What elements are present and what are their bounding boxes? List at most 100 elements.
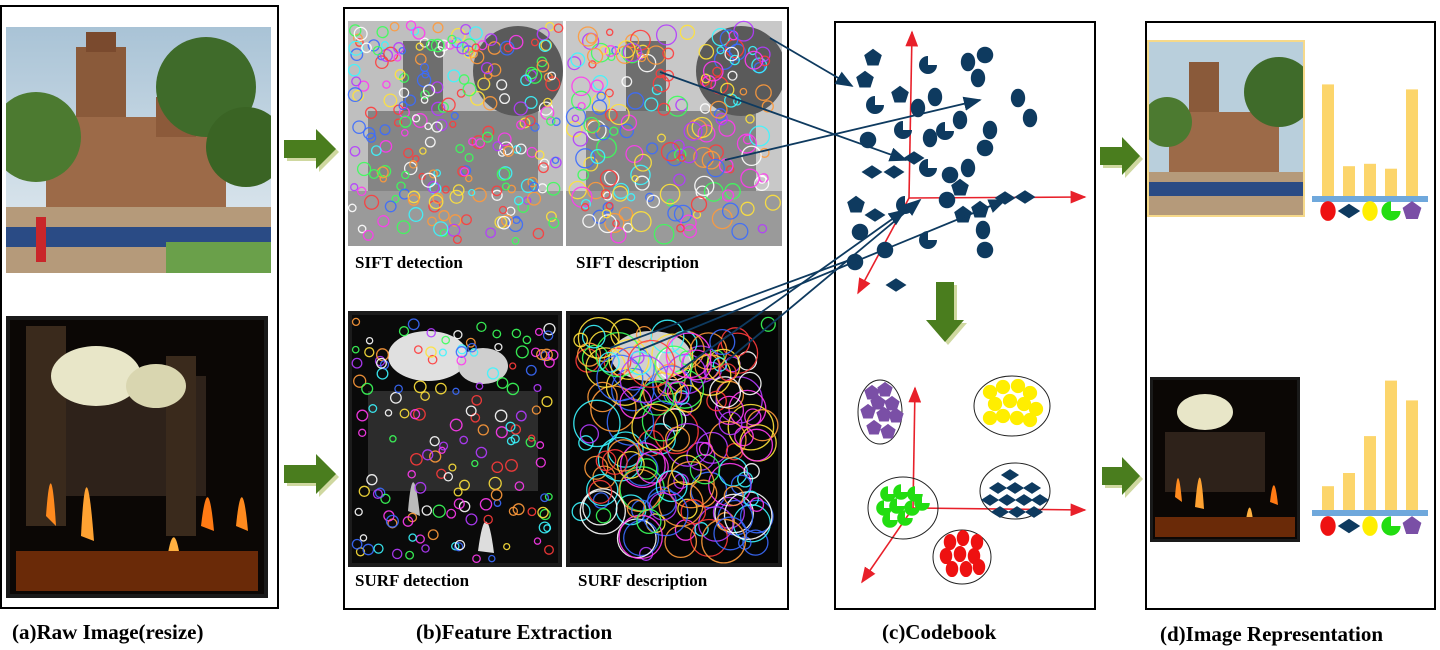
keypoint-circle [513, 195, 524, 206]
keypoint-circle [718, 119, 736, 137]
keypoint-circle [584, 455, 609, 480]
keypoint-circle [761, 100, 774, 113]
keypoint-circle [667, 205, 684, 222]
keypoint-circle [379, 140, 393, 153]
keypoint-circle [579, 424, 600, 444]
keypoint-circle [757, 223, 768, 234]
keypoint-circle [709, 328, 736, 356]
keypoint-circle [646, 142, 659, 155]
diamond-icon [980, 494, 1000, 506]
cluster-members [860, 378, 1050, 578]
keypoint-circle [644, 97, 659, 112]
keypoint-circle [480, 61, 494, 75]
keypoint-circle [604, 45, 617, 57]
keypoint-circle [525, 364, 537, 376]
keypoint-circle [611, 46, 621, 56]
pacman-icon [893, 484, 909, 500]
keypoint-circle [623, 222, 633, 233]
diamond-icon [1005, 482, 1025, 494]
keypoint-circle [485, 227, 496, 239]
keypoint-circle [585, 32, 597, 44]
keypoint-circle [571, 76, 591, 97]
keypoint-circle [544, 492, 553, 501]
keypoint-circle [379, 360, 390, 370]
keypoint-circle [672, 139, 685, 152]
keypoint-circle [366, 132, 377, 143]
keypoint-circle [551, 156, 560, 165]
keypoint-circle [724, 46, 739, 62]
oval-icon [927, 87, 943, 107]
pacman-icon [904, 500, 920, 516]
oval-icon [1022, 108, 1038, 128]
green-arrow-icon [1100, 137, 1143, 178]
keypoint-circle [354, 507, 363, 517]
keypoint-circle [582, 214, 597, 228]
keypoint-circle [453, 487, 463, 497]
keypoint-circle [353, 374, 367, 388]
pentagon-icon [1402, 516, 1422, 534]
keypoint-circle [510, 424, 522, 435]
keypoint-circle [617, 40, 636, 59]
keypoint-circle [415, 42, 424, 51]
keypoint-circle [746, 409, 779, 442]
keypoint-circle [680, 214, 697, 232]
caption-feature-extraction: (b)Feature Extraction [416, 620, 613, 644]
keypoint-circle [760, 316, 776, 332]
keypoint-circle [448, 463, 457, 472]
keypoint-circle [619, 123, 635, 139]
keypoint-circle [393, 118, 403, 127]
keypoint-circle [465, 174, 473, 183]
circle-icon [1022, 385, 1038, 401]
keypoint-circle [631, 403, 679, 451]
keypoint-circle [700, 73, 711, 84]
keypoint-circle [542, 330, 554, 341]
circle-icon [1016, 396, 1032, 412]
diamond-icon [885, 278, 907, 292]
keypoint-circle [618, 468, 662, 513]
keypoint-circle [583, 116, 600, 134]
keypoint-circle [648, 492, 677, 521]
keypoint-circle [674, 519, 697, 541]
keypoint-circle [461, 214, 472, 226]
keypoint-circle [698, 442, 713, 457]
keypoint-circle [508, 216, 524, 233]
histogram-bar [1322, 486, 1334, 510]
keypoint-circle [743, 463, 760, 480]
keypoint-circle [439, 441, 449, 451]
circle-icon [851, 223, 869, 241]
keypoint-circle [427, 354, 438, 365]
keypoint-circle [414, 481, 427, 494]
keypoint-circle [548, 217, 560, 229]
keypoint-circle [497, 148, 507, 157]
keypoint-circle [532, 227, 545, 240]
keypoint-circle [538, 39, 552, 52]
keypoint-circle [496, 79, 508, 91]
sift-descriptor-circles [565, 20, 781, 245]
pacman-icon [880, 486, 896, 502]
keypoint-circle [412, 26, 426, 40]
pacman-icon [882, 512, 898, 528]
keypoint-circle [742, 529, 769, 556]
pacman-icon [1381, 516, 1401, 536]
keypoint-circle [716, 46, 725, 55]
keypoint-circle [468, 188, 476, 197]
keypoint-circle [394, 69, 406, 80]
keypoint-circle [712, 496, 745, 529]
keypoint-circle [580, 198, 592, 210]
keypoint-circle [494, 342, 503, 352]
keypoint-circle [506, 382, 520, 396]
keypoint-circle [482, 96, 498, 111]
keypoint-circle [694, 175, 715, 197]
keypoint-circle [503, 43, 513, 53]
keypoint-circle [413, 345, 423, 354]
keypoint-circle [650, 319, 685, 354]
keypoint-circle [407, 190, 421, 204]
keypoint-circle [508, 34, 524, 50]
keypoint-circle [626, 499, 646, 518]
keypoint-circle [428, 200, 441, 213]
keypoint-circle [456, 355, 467, 366]
keypoint-circle [682, 223, 697, 239]
histogram-bar [1343, 166, 1355, 196]
keypoint-circle [712, 66, 723, 77]
circle-icon [1028, 401, 1044, 417]
